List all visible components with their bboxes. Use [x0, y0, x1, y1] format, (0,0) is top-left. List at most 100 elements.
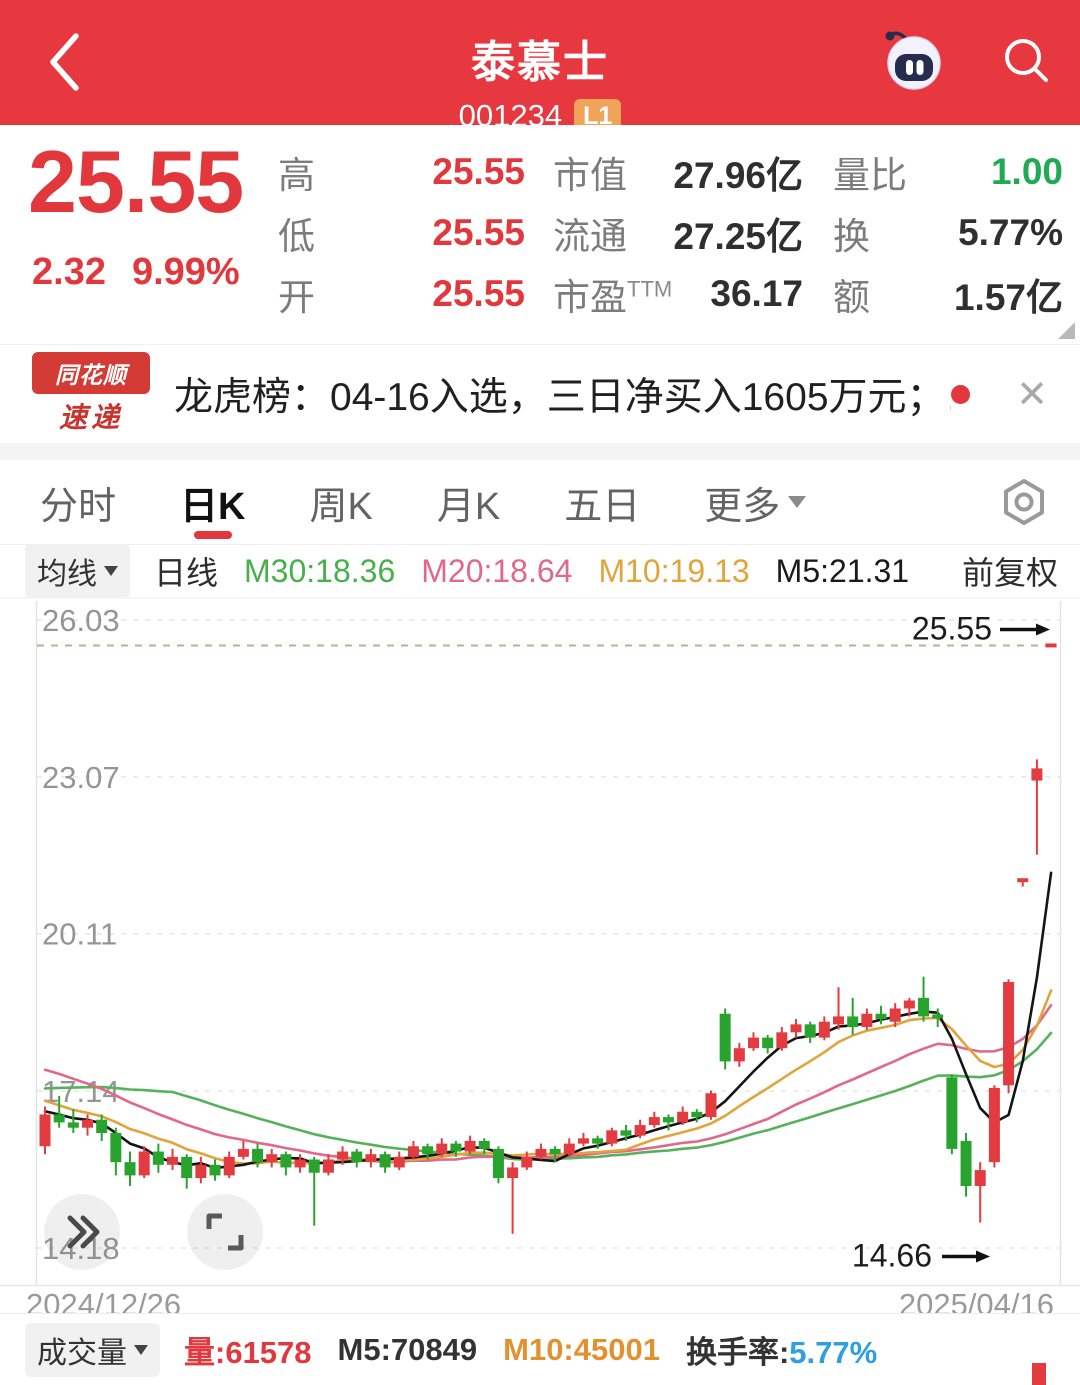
ma-value-label: M20:18.64: [421, 552, 573, 589]
expand-corner-handle[interactable]: [1058, 322, 1075, 339]
current-price: 25.55: [28, 132, 244, 231]
search-icon: [1005, 39, 1048, 82]
active-tab-indicator: [193, 530, 232, 539]
news-ticker[interactable]: 同花顺 速递 龙虎榜：04-16入选，三日净买入1605万元；… ✕: [0, 345, 1080, 443]
y-axis-label: 26.03: [42, 603, 120, 638]
candle: [422, 1146, 434, 1155]
ma30-line: [43, 1031, 1053, 1162]
candle: [733, 1048, 745, 1062]
candle: [167, 1156, 179, 1165]
candle: [1003, 981, 1015, 1086]
gear-icon: [1004, 479, 1044, 525]
tab-label: 更多: [704, 485, 781, 528]
quote-panel: 25.55 2.32 9.99% 高 25.55 低 25.55 开 25.55 市值 27…: [0, 125, 1080, 345]
tab-五日[interactable]: 五日: [564, 460, 640, 545]
stat-row: 流通 27.25亿: [553, 202, 803, 263]
kline-chart-area[interactable]: 26.03 23.07 20.11 17.14 14.18 25.55 14.66: [0, 597, 1080, 1287]
candle: [903, 1000, 915, 1009]
stat-value: 27.25亿: [673, 215, 803, 257]
tab-分时[interactable]: 分时: [40, 460, 116, 545]
stat-row: 高 25.55: [278, 141, 525, 202]
ma-value-label: M30:18.36: [244, 552, 396, 589]
candle: [988, 1087, 1000, 1163]
stat-label: 低: [278, 215, 315, 257]
start-date-label: 2024/12/26: [26, 1287, 182, 1322]
indicator-dropdown-label: 成交量: [37, 1336, 127, 1370]
candle: [209, 1164, 221, 1176]
volume-value: 量:61578: [184, 1335, 312, 1370]
price-change: 2.32: [32, 251, 106, 293]
candle: [478, 1140, 490, 1149]
search-button[interactable]: [998, 32, 1054, 88]
app-header: 泰慕士 001234 L1: [0, 0, 1080, 133]
close-icon[interactable]: ✕: [1016, 373, 1048, 416]
candle: [266, 1154, 278, 1163]
candle: [946, 1077, 958, 1149]
candle: [67, 1122, 79, 1128]
candle: [790, 1024, 802, 1033]
candle: [535, 1148, 547, 1157]
candle: [407, 1146, 419, 1157]
candle: [365, 1154, 377, 1163]
candle: [96, 1119, 108, 1133]
candle: [719, 1013, 731, 1062]
tab-更多[interactable]: 更多: [704, 460, 807, 545]
stat-label: 高: [278, 154, 315, 196]
volume-ma10: M10:45001: [503, 1331, 660, 1367]
candle: [960, 1140, 972, 1186]
turnover-rate: 换手率:5.77%: [686, 1327, 877, 1372]
candle: [322, 1159, 334, 1173]
tab-label: 日K: [180, 485, 246, 528]
candle: [39, 1114, 51, 1147]
fullscreen-button[interactable]: [187, 1194, 263, 1270]
candle: [776, 1032, 788, 1049]
candle: [308, 1159, 320, 1173]
candle: [337, 1151, 349, 1160]
tab-月K[interactable]: 月K: [437, 460, 500, 545]
candle: [918, 997, 930, 1017]
candle: [818, 1021, 830, 1038]
back-chevron-icon: [50, 33, 79, 91]
stat-label: 换: [833, 215, 870, 257]
chart-settings-button[interactable]: [998, 476, 1050, 528]
tab-周K[interactable]: 周K: [309, 460, 372, 545]
logo-top-text: 同花顺: [32, 352, 150, 394]
adjust-mode-button[interactable]: 前复权: [961, 555, 1058, 591]
stat-label: 市盈TTM: [553, 276, 673, 318]
candle: [110, 1132, 122, 1163]
ths-express-logo: 同花顺 速递: [32, 352, 150, 436]
volume-ma5: M5:70849: [337, 1331, 478, 1367]
indicator-dropdown[interactable]: 成交量: [25, 1322, 160, 1377]
candle: [223, 1156, 235, 1176]
candle: [195, 1164, 207, 1179]
stat-label: 流通: [553, 215, 627, 257]
period-label: 日线: [154, 555, 219, 591]
ma-value-label: M10:19.13: [598, 552, 750, 589]
fullscreen-corners-icon: [206, 1213, 244, 1251]
stat-row: 量比 1.00: [833, 141, 1063, 202]
stat-label: 量比: [833, 154, 907, 196]
back-button[interactable]: [38, 28, 102, 96]
stat-label: 额: [833, 276, 870, 318]
stat-value: 25.55: [432, 211, 525, 253]
double-chevron-right-icon: [67, 1215, 100, 1249]
candle: [181, 1156, 193, 1179]
stat-value: 36.17: [710, 272, 803, 314]
ai-assistant-button[interactable]: [880, 26, 948, 94]
ma-dropdown[interactable]: 均线: [25, 544, 130, 598]
news-headline[interactable]: 龙虎榜：04-16入选，三日净买入1605万元；…: [174, 376, 952, 419]
tab-label: 分时: [40, 485, 117, 528]
tab-日K[interactable]: 日K: [180, 460, 245, 545]
candle: [932, 1014, 944, 1019]
chevron-down-icon: [788, 496, 807, 508]
candle: [351, 1151, 363, 1163]
candle: [648, 1117, 660, 1126]
candle: [662, 1117, 674, 1123]
candle: [82, 1119, 94, 1128]
candle: [1017, 878, 1029, 883]
candle: [833, 1016, 845, 1025]
collapse-drawer-button[interactable]: [44, 1194, 120, 1270]
candle: [705, 1093, 717, 1118]
